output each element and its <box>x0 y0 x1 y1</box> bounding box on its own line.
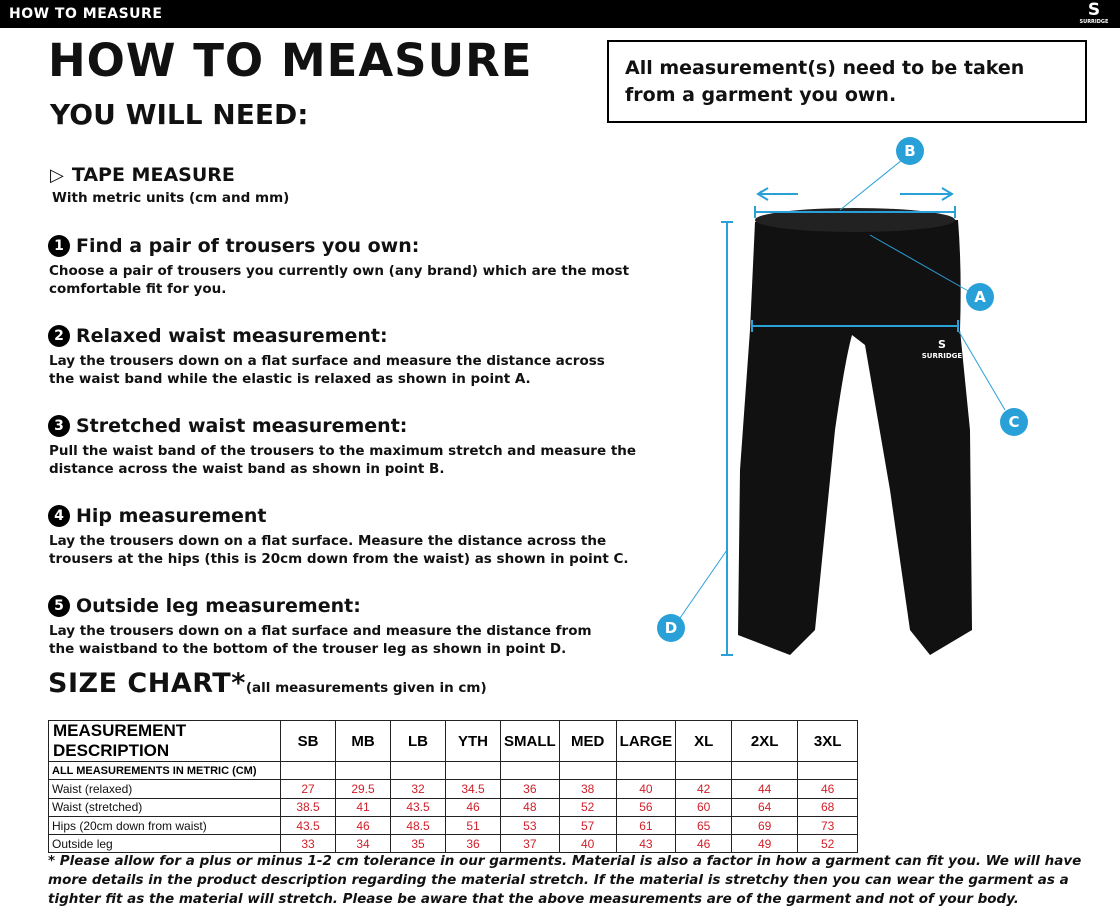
table-cell: 43 <box>615 834 677 854</box>
table-cell: 43.5 <box>280 815 336 836</box>
table-row: Waist (relaxed) 27 29.5 32 34.5 36 38 40 42 44 46 <box>48 779 859 799</box>
point-d-marker: D <box>657 614 685 642</box>
table-cell: 53 <box>500 815 560 836</box>
size-chart-table: MEASUREMENT DESCRIPTION SB MB LB YTH SMALL ME… <box>48 720 859 854</box>
table-cell: 42 <box>675 779 733 799</box>
row-label: Waist (relaxed) <box>48 779 281 799</box>
table-cell: 44 <box>731 779 799 799</box>
point-a-marker: A <box>966 283 994 311</box>
step-2: 2 Relaxed waist measurement: Lay the trous… <box>48 325 605 387</box>
table-cell: 64 <box>731 797 799 817</box>
row-label: Waist (stretched) <box>48 797 281 817</box>
table-cell: 36 <box>445 834 501 854</box>
table-row: Waist (stretched) 38.5 41 43.5 46 48 52 56 60 64 6… <box>48 797 859 817</box>
table-cell: 46 <box>335 815 391 836</box>
table-cell: 61 <box>615 815 677 836</box>
table-cell: 38.5 <box>280 797 336 817</box>
table-cell: 48.5 <box>390 815 446 836</box>
play-triangle-icon: ▷ <box>50 165 64 186</box>
table-cell: 68 <box>797 797 859 817</box>
table-cell: 33 <box>280 834 336 854</box>
table-row: Hips (20cm down from waist) 43.5 46 48.5 51 5… <box>48 815 859 836</box>
trousers-diagram: SURRIDGE S <box>679 159 1006 656</box>
step-3: 3 Stretched waist measurement: Pull the wa… <box>48 415 637 477</box>
table-cell: 49 <box>731 834 799 854</box>
table-subheader-row: ALL MEASUREMENTS IN METRIC (CM) <box>48 760 859 781</box>
table-cell: 29.5 <box>335 779 391 799</box>
table-cell: 32 <box>390 779 446 799</box>
table-cell: 34.5 <box>445 779 501 799</box>
table-cell: 52 <box>797 834 859 854</box>
tape-measure-subtitle: With metric units (cm and mm) <box>52 190 290 206</box>
footnote: * Please allow for a plus or minus 1-2 c… <box>48 853 1082 907</box>
table-cell: 40 <box>558 834 617 854</box>
tape-measure-heading: ▷ TAPE MEASURE <box>50 164 235 186</box>
table-cell: 38 <box>558 779 617 799</box>
size-chart-heading: SIZE CHART*(all measurements given in cm… <box>48 668 487 699</box>
row-label: Hips (20cm down from waist) <box>48 815 281 836</box>
you-will-need-heading: YOU WILL NEED: <box>50 98 309 131</box>
step-5: 5 Outside leg measurement: Lay the trouser… <box>48 595 592 657</box>
table-cell: 36 <box>500 779 560 799</box>
svg-text:S: S <box>938 338 946 351</box>
table-cell: 46 <box>675 834 733 854</box>
table-cell: 65 <box>675 815 733 836</box>
step-1: 1 Find a pair of trousers you own: Choose … <box>48 235 630 297</box>
table-cell: 73 <box>797 815 859 836</box>
svg-text:SURRIDGE: SURRIDGE <box>922 352 963 360</box>
table-cell: 43.5 <box>390 797 446 817</box>
top-bar-title: HOW TO MEASURE <box>9 6 163 22</box>
page-title: HOW TO MEASURE <box>48 34 533 87</box>
table-cell: 41 <box>335 797 391 817</box>
table-cell: 27 <box>280 779 336 799</box>
table-cell: 37 <box>500 834 560 854</box>
table-cell: 34 <box>335 834 391 854</box>
point-b-marker: B <box>896 137 924 165</box>
row-label: Outside leg <box>48 834 281 854</box>
table-cell: 52 <box>558 797 617 817</box>
point-c-marker: C <box>1000 408 1028 436</box>
table-row: Outside leg 33 34 35 36 37 40 43 46 49 52 <box>48 834 859 854</box>
brand-logo: S SURRIDGE <box>1079 0 1109 26</box>
table-cell: 35 <box>390 834 446 854</box>
table-cell: 46 <box>797 779 859 799</box>
table-cell: 69 <box>731 815 799 836</box>
table-header-row: MEASUREMENT DESCRIPTION SB MB LB YTH SMALL ME… <box>48 720 859 762</box>
trousers-shape <box>738 214 972 655</box>
top-bar: HOW TO MEASURE S SURRIDGE <box>0 0 1120 28</box>
table-cell: 40 <box>615 779 677 799</box>
table-cell: 48 <box>500 797 560 817</box>
step-4: 4 Hip measurement Lay the trousers down on… <box>48 505 629 567</box>
table-cell: 57 <box>558 815 617 836</box>
notice-box: All measurement(s) need to be taken from… <box>607 40 1087 123</box>
table-cell: 46 <box>445 797 501 817</box>
table-cell: 60 <box>675 797 733 817</box>
table-cell: 51 <box>445 815 501 836</box>
table-cell: 56 <box>615 797 677 817</box>
